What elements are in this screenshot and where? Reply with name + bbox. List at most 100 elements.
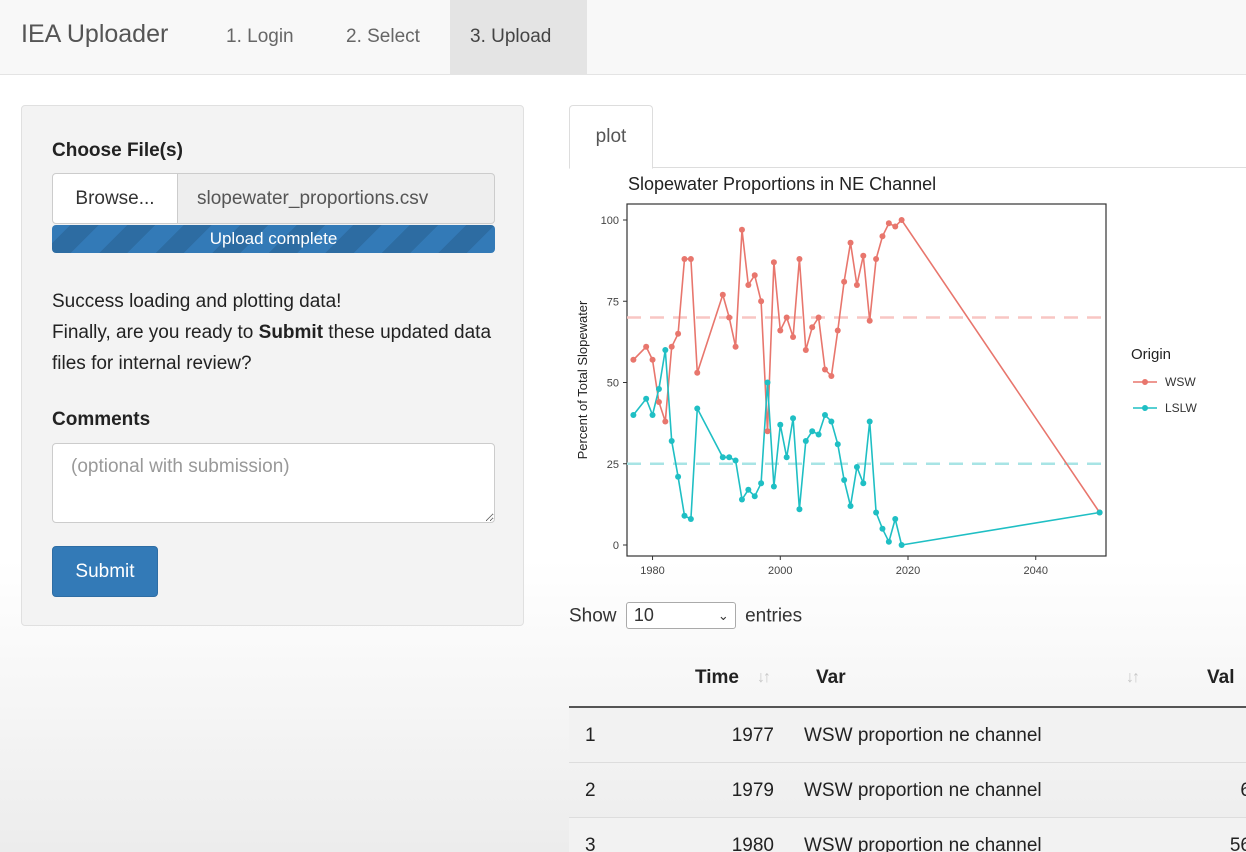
slopewater-chart: Slopewater Proportions in NE Channel 0 25…	[575, 174, 1197, 577]
data-point-wsw	[898, 217, 905, 223]
data-point-lslw	[879, 525, 886, 532]
x-tick-label: 2040	[1024, 565, 1048, 577]
chevron-down-icon: ⌄	[717, 608, 729, 624]
data-point-wsw	[764, 428, 771, 435]
row-val: 56	[1229, 835, 1246, 852]
data-point-lslw	[655, 386, 662, 392]
data-point-lslw	[828, 418, 835, 425]
data-point-lslw	[732, 457, 739, 464]
y-tick-label: 50	[607, 378, 619, 390]
row-index: 2	[585, 780, 596, 801]
column-header-val[interactable]: Val	[1207, 667, 1235, 688]
data-point-lslw	[770, 483, 777, 490]
data-point-wsw	[675, 330, 682, 337]
series-points	[630, 217, 1103, 548]
row-time: 1977	[731, 725, 774, 746]
data-point-lslw	[821, 412, 828, 418]
row-index: 3	[585, 835, 596, 852]
chart-axes: 0 25 50 75 100 1980 2000 2020 2040	[601, 215, 1048, 577]
data-point-wsw	[668, 343, 675, 350]
data-point-wsw	[885, 220, 892, 227]
browse-button[interactable]: Browse...	[52, 173, 178, 224]
data-point-wsw	[655, 399, 662, 405]
sidebar-panel: Choose File(s) Browse... slopewater_prop…	[21, 105, 524, 626]
sort-icon[interactable]: ↓↑	[1126, 669, 1140, 686]
table-row[interactable]: 2 1979 WSW proportion ne channel 6	[569, 763, 1246, 818]
row-index: 1	[585, 725, 596, 746]
data-point-lslw	[866, 418, 873, 425]
y-tick-label: 0	[613, 540, 619, 552]
table-row[interactable]: 3 1980 WSW proportion ne channel 56	[569, 818, 1246, 852]
data-point-wsw	[770, 259, 777, 266]
data-point-lslw	[853, 464, 860, 470]
data-point-lslw	[745, 486, 752, 493]
row-time: 1979	[731, 780, 774, 801]
nav-tab-select[interactable]: 2. Select	[346, 26, 420, 47]
plot-panel-border	[626, 203, 1107, 557]
data-point-lslw	[777, 421, 784, 428]
data-point-lslw	[675, 473, 682, 480]
data-point-wsw	[643, 343, 650, 350]
data-point-lslw	[751, 493, 758, 500]
data-point-wsw	[719, 291, 726, 298]
data-point-lslw	[694, 405, 701, 412]
legend-label-lslw: LSLW	[1165, 401, 1197, 415]
data-point-wsw	[777, 327, 784, 334]
x-tick-label: 2020	[896, 565, 920, 577]
x-tick-label: 1980	[640, 565, 664, 577]
row-val: 6	[1240, 780, 1246, 801]
data-point-wsw	[681, 256, 688, 262]
page-length-select[interactable]: 10 ⌄	[625, 602, 736, 630]
tab-plot[interactable]: plot	[569, 105, 653, 169]
data-point-lslw	[726, 454, 733, 461]
nav-tab-upload[interactable]: 3. Upload	[450, 0, 587, 74]
data-point-wsw	[860, 252, 867, 259]
legend-marker-lslw	[1142, 405, 1148, 411]
data-point-wsw	[790, 334, 797, 340]
confirm-message-bold: Submit	[258, 322, 324, 343]
row-var: WSW proportion ne channel	[804, 725, 1042, 746]
row-var: WSW proportion ne channel	[804, 835, 1042, 852]
data-point-wsw	[802, 347, 809, 353]
nav-tab-login[interactable]: 1. Login	[226, 26, 294, 47]
data-point-lslw	[681, 512, 688, 519]
row-val	[1139, 708, 1246, 763]
sort-icon[interactable]: ↓↑	[757, 669, 771, 686]
x-tick-label: 2000	[768, 565, 792, 577]
comments-textarea[interactable]	[52, 443, 495, 523]
y-tick-label: 75	[607, 296, 619, 308]
data-point-lslw	[802, 438, 809, 444]
submit-button[interactable]: Submit	[52, 546, 158, 597]
app-brand[interactable]: IEA Uploader	[21, 20, 169, 48]
series-line-wsw	[632, 218, 1101, 513]
data-point-wsw	[796, 256, 803, 262]
data-point-lslw	[796, 506, 803, 513]
data-point-lslw	[847, 503, 854, 509]
data-point-lslw	[662, 347, 669, 353]
data-point-wsw	[873, 256, 880, 262]
data-point-wsw	[726, 314, 733, 321]
data-point-wsw	[687, 256, 694, 262]
column-header-var[interactable]: Var	[816, 667, 846, 688]
data-point-lslw	[687, 516, 694, 522]
data-point-wsw	[694, 369, 701, 376]
data-point-wsw	[821, 366, 828, 373]
data-point-wsw	[847, 239, 854, 246]
column-header-time[interactable]: Time	[695, 667, 740, 688]
legend-marker-wsw	[1142, 379, 1148, 385]
y-tick-label: 100	[601, 215, 619, 227]
data-point-lslw	[738, 496, 745, 503]
data-point-lslw	[1096, 509, 1103, 516]
upload-progress-text: Upload complete	[209, 229, 338, 248]
data-point-wsw	[828, 373, 835, 379]
data-point-wsw	[783, 314, 790, 321]
file-name-field[interactable]: slopewater_proportions.csv	[178, 173, 495, 224]
data-point-lslw	[790, 415, 797, 422]
comments-label: Comments	[52, 409, 151, 430]
data-point-lslw	[630, 412, 637, 418]
choose-files-label: Choose File(s)	[52, 140, 183, 161]
chart-legend: Origin WSW LSLW	[1131, 346, 1197, 415]
data-point-wsw	[745, 282, 752, 288]
data-point-lslw	[860, 480, 867, 487]
table-row[interactable]: 1 1977 WSW proportion ne channel	[569, 708, 1246, 763]
